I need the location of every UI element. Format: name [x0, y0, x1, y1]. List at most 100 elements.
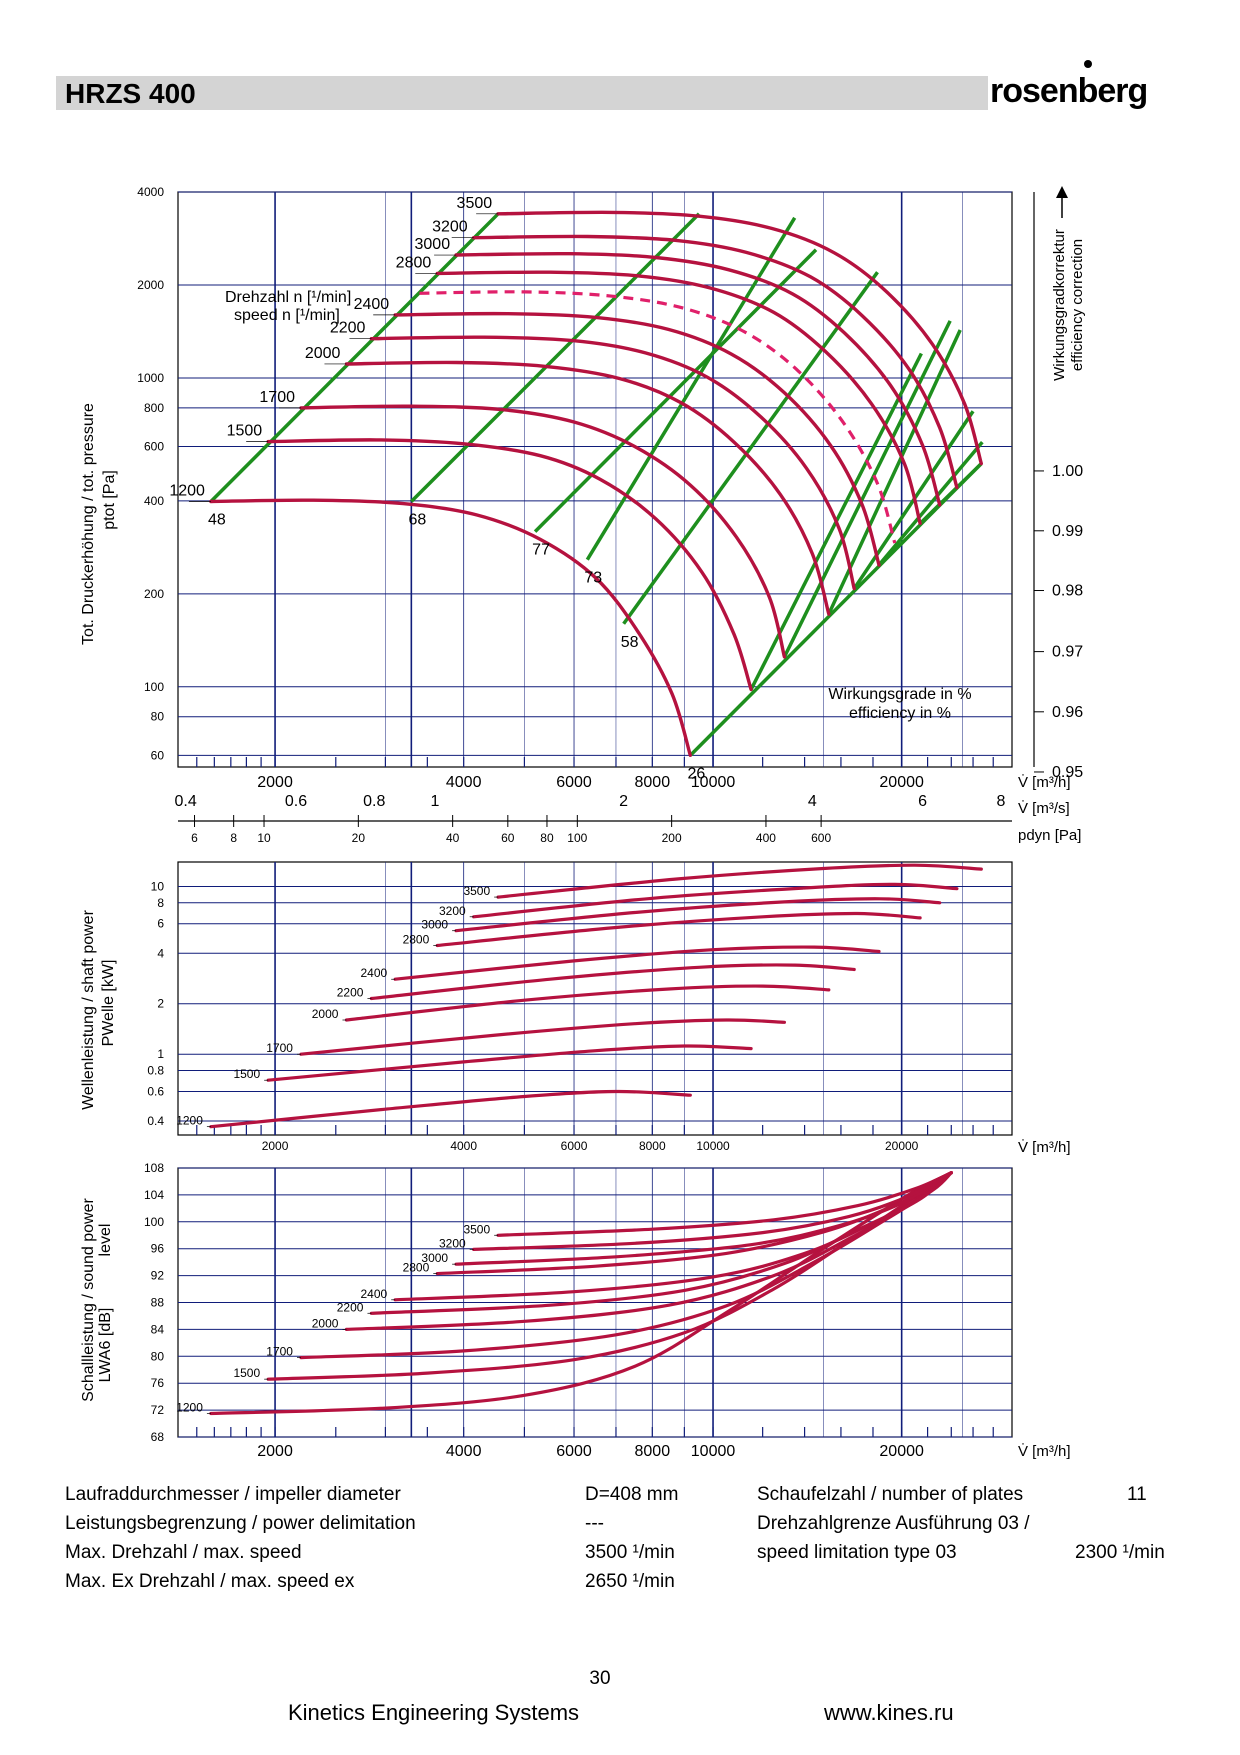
eff-corr-tick: 0.95: [1052, 764, 1083, 781]
spec-value2: 2300 ¹/min: [1075, 1542, 1165, 1563]
x-tick-label: 2000: [262, 1139, 289, 1153]
efficiency-line: [918, 462, 983, 525]
efficiency-line: [410, 212, 701, 503]
y-tick-label: 100: [144, 680, 164, 694]
y-tick-label: 80: [151, 710, 165, 724]
series-label-1200: 1200: [176, 1114, 203, 1128]
series-label-2000: 2000: [305, 345, 341, 362]
y-tick-label: 2000: [137, 278, 164, 292]
spec-value: 3500 ¹/min: [585, 1542, 675, 1563]
series-line-1500: [266, 438, 753, 692]
series-label-2000: 2000: [312, 1007, 339, 1021]
spec-row: Laufraddurchmesser / impeller diameter D…: [65, 1484, 1185, 1513]
ms-tick-label: 4: [808, 793, 817, 810]
series-label-3500: 3500: [457, 195, 493, 212]
y-tick-label: 88: [151, 1296, 165, 1310]
x-tick-label: 4000: [446, 774, 482, 791]
x-tick-label: 6000: [556, 1443, 592, 1460]
series-line-1500: [266, 1044, 753, 1082]
x-axis-label-s: V̇ [m³/s]: [1018, 800, 1070, 817]
pdyn-axis-label: pdyn [Pa]: [1018, 827, 1081, 844]
x-axis-label: V̇ [m³/h]: [1018, 774, 1071, 791]
y-tick-label: 1000: [137, 371, 164, 385]
plot-frame: [177, 861, 1013, 1136]
spec-label: Max. Drehzahl / max. speed: [65, 1542, 302, 1563]
efficiency-label: 48: [208, 512, 226, 529]
x-tick-label: 8000: [635, 774, 671, 791]
y-tick-label: 4000: [137, 185, 164, 199]
x-tick-label: 10000: [691, 774, 736, 791]
efficiency-label: 26: [687, 765, 705, 782]
pdyn-tick-label: 60: [501, 831, 515, 845]
series-label-1200: 1200: [176, 1400, 203, 1414]
spec-value: ---: [585, 1513, 604, 1534]
right-axis-arrowhead: [1056, 186, 1068, 198]
y-axis-label-2: ptot [Pa]: [101, 470, 118, 530]
series-label-1200: 1200: [169, 483, 205, 500]
series-label-2800: 2800: [396, 254, 432, 271]
plot-frame: [177, 191, 1013, 768]
spec-value: D=408 mm: [585, 1484, 679, 1505]
brand-logo: rosenberg: [990, 72, 1148, 110]
series-label-3500: 3500: [463, 1222, 490, 1236]
y-tick-label: 72: [151, 1403, 165, 1417]
logo-dot: [1084, 60, 1092, 68]
ms-tick-label: 6: [918, 793, 927, 810]
y-tick-label: 96: [151, 1242, 165, 1256]
y-axis-label: Schallleistung / sound power: [80, 1197, 97, 1401]
series-line-3000: [454, 1171, 953, 1266]
series-label-3500: 3500: [463, 884, 490, 898]
eff-corr-tick: 1.00: [1052, 463, 1083, 480]
ms-tick-label: 1: [431, 793, 440, 810]
eff-corr-tick: 0.98: [1052, 583, 1083, 600]
ms-tick-label: 0.6: [285, 793, 307, 810]
series-label-1700: 1700: [266, 1345, 293, 1359]
spec-label2: speed limitation type 03: [757, 1542, 957, 1563]
page-title: HRZS 400: [65, 78, 196, 109]
series-line-2800: [435, 270, 922, 526]
efficiency-line: [782, 320, 952, 658]
x-tick-label: 6000: [556, 774, 592, 791]
x-tick-label: 20000: [879, 1443, 924, 1460]
y-axis-label: Wellenleistung / shaft power: [80, 909, 97, 1109]
y-tick-label: 80: [151, 1349, 165, 1363]
pdyn-tick-label: 100: [567, 831, 587, 845]
spec-label: Leistungsbegrenzung / power delimitation: [65, 1513, 416, 1534]
series-label-2400: 2400: [360, 1287, 387, 1301]
series-label-1700: 1700: [259, 389, 295, 406]
pdyn-tick-label: 80: [540, 831, 554, 845]
y-tick-label: 8: [157, 896, 164, 910]
pdyn-tick-label: 40: [446, 831, 460, 845]
series-label-1500: 1500: [233, 1067, 260, 1081]
speed-label: Drehzahl n [¹/min]: [225, 289, 351, 306]
spec-table: Laufraddurchmesser / impeller diameter D…: [65, 1484, 1185, 1600]
series-line-2400: [393, 1171, 953, 1302]
efficiency-label: 68: [408, 512, 426, 529]
x-tick-label: 10000: [691, 1443, 736, 1460]
series-line-3500: [496, 863, 983, 899]
efficiency-line: [209, 212, 500, 503]
x-tick-label: 20000: [885, 1139, 919, 1153]
series-label-2000: 2000: [312, 1316, 339, 1330]
series-label-3000: 3000: [421, 918, 448, 932]
ms-tick-label: 2: [619, 793, 628, 810]
series-label-2200: 2200: [330, 320, 366, 337]
series-label-1700: 1700: [266, 1041, 293, 1055]
series-label-1500: 1500: [233, 1366, 260, 1380]
y-tick-label: 10: [151, 880, 165, 894]
y-tick-label: 60: [151, 748, 165, 762]
x-tick-label: 8000: [635, 1443, 671, 1460]
y-tick-label: 600: [144, 439, 164, 453]
pdyn-tick-label: 8: [230, 831, 237, 845]
y-tick-label: 0.8: [147, 1063, 164, 1077]
pdyn-tick-label: 400: [756, 831, 776, 845]
series-label-3200: 3200: [439, 904, 466, 918]
series-line-2000: [344, 984, 831, 1022]
right-axis-label-2: efficiency correction: [1069, 239, 1086, 371]
series-line-1700: [299, 404, 787, 659]
series-label-2800: 2800: [403, 1261, 430, 1275]
y-tick-label: 68: [151, 1430, 165, 1444]
y-tick-label: 0.4: [147, 1114, 164, 1128]
spec-label: Laufraddurchmesser / impeller diameter: [65, 1484, 401, 1505]
